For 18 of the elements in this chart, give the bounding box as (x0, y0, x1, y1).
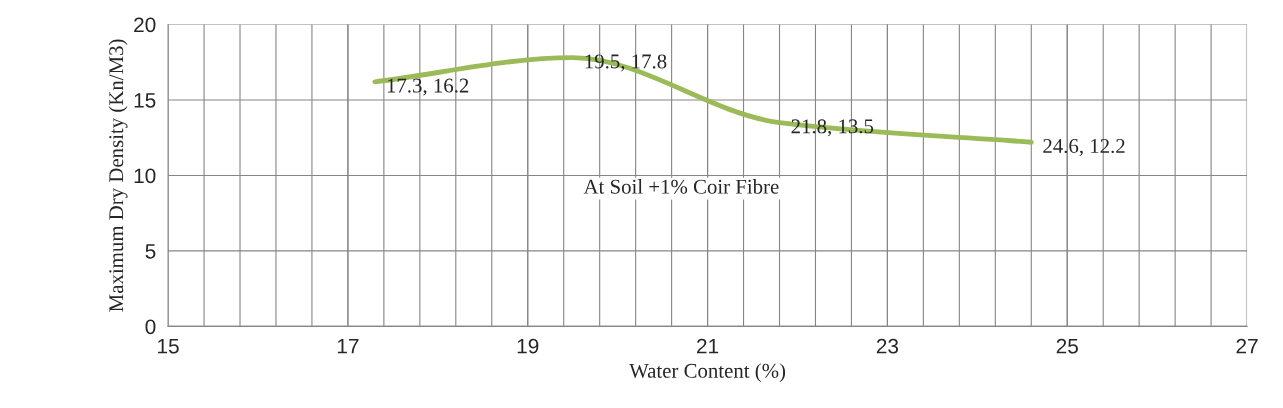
x-tick-label: 19 (517, 338, 539, 354)
x-tick-label: 15 (158, 338, 179, 354)
x-tick-label: 17 (337, 338, 359, 354)
y-tick-label: 15 (134, 93, 156, 108)
line-series (372, 55, 1034, 145)
y-tick-label: 5 (145, 244, 156, 259)
y-tick-label: 0 (145, 319, 156, 335)
y-tick-label: 20 (134, 17, 156, 33)
data-label: 17.3, 16.2 (387, 78, 469, 96)
x-tick-label: 27 (1236, 338, 1258, 354)
annotation: At Soil +1% Coir Fibre (583, 179, 779, 194)
x-tick-label: 21 (697, 338, 719, 354)
x-axis-title: Water Content (%) (629, 363, 786, 383)
y-axis-title: Maximum Dry Density (Kn/M3) (108, 39, 128, 312)
data-label: 24.6, 12.2 (1043, 139, 1125, 156)
x-tick-label: 23 (876, 338, 899, 354)
x-tick-label: 25 (1056, 338, 1078, 354)
y-tick-label: 10 (134, 168, 156, 184)
